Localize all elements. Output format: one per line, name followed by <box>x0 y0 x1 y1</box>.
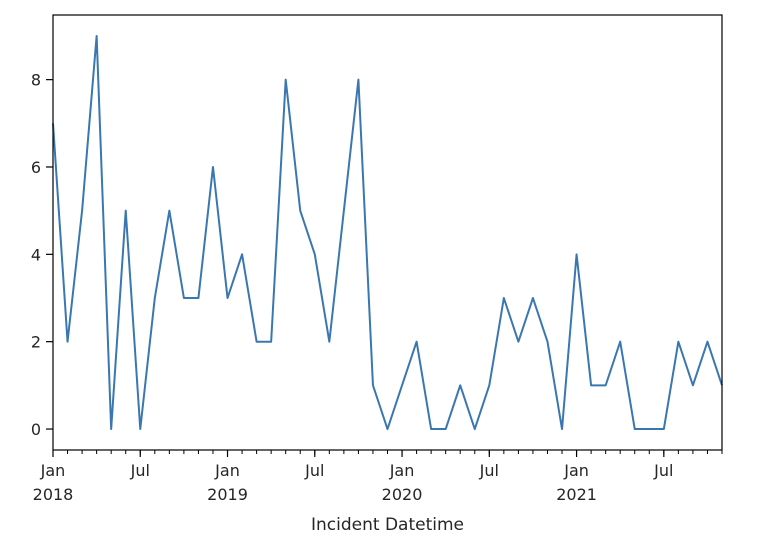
y-tick-label: 6 <box>31 158 41 177</box>
plot-frame <box>52 14 723 451</box>
x-tick-label: Jul <box>130 461 150 480</box>
y-tick-label: 8 <box>31 71 41 90</box>
x-tick-year-label: 2018 <box>33 485 74 504</box>
x-tick-label: Jan <box>389 461 415 480</box>
x-tick-year-label: 2019 <box>207 485 248 504</box>
y-axis-ticks: 0 2 4 6 8 <box>31 71 53 439</box>
x-tick-label: Jan <box>214 461 240 480</box>
x-tick-label: Jul <box>304 461 324 480</box>
y-tick-label: 4 <box>31 245 41 264</box>
x-tick-label: Jul <box>479 461 499 480</box>
x-tick-year-label: 2021 <box>556 485 597 504</box>
y-tick-label: 2 <box>31 333 41 352</box>
x-tick-year-label: 2020 <box>382 485 423 504</box>
x-tick-label: Jan <box>40 461 66 480</box>
x-tick-label: Jul <box>653 461 673 480</box>
x-axis-label: Incident Datetime <box>311 515 464 535</box>
y-tick-label: 0 <box>31 420 41 439</box>
series-line <box>52 34 723 431</box>
x-major-ticks: Jan 2018 Jul Jan 2019 Jul Jan 2020 Jul Jan 2021 Jul <box>33 450 673 504</box>
x-tick-label: Jan <box>563 461 589 480</box>
